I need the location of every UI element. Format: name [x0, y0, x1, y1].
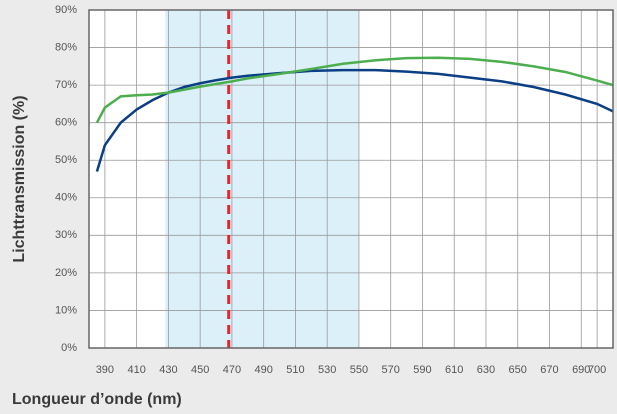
x-tick-label: 670: [540, 364, 558, 376]
y-tick-label: 90%: [55, 4, 77, 16]
x-tick-label: 610: [445, 364, 463, 376]
x-tick-label: 630: [477, 364, 495, 376]
x-tick-label: 530: [318, 364, 336, 376]
x-tick-label: 510: [286, 364, 304, 376]
x-tick-label: 490: [254, 364, 272, 376]
highlight-band: [165, 10, 359, 348]
x-tick-label: 690: [572, 364, 590, 376]
x-tick-label: 390: [96, 364, 114, 376]
x-tick-label: 410: [127, 364, 145, 376]
x-tick-label: 650: [509, 364, 527, 376]
x-tick-label: 570: [382, 364, 400, 376]
x-tick-label: 590: [413, 364, 431, 376]
y-tick-label: 70%: [55, 79, 77, 91]
y-tick-label: 30%: [55, 229, 77, 241]
x-tick-label: 550: [350, 364, 368, 376]
data-line: [95, 56, 614, 124]
y-tick-label: 80%: [55, 41, 77, 53]
x-tick-label: 450: [191, 364, 209, 376]
x-tick-label: 700: [588, 364, 606, 376]
plot-frame: [88, 9, 614, 349]
y-axis-title: Lichttransmission (%): [11, 95, 28, 262]
x-tick-label: 430: [159, 364, 177, 376]
y-tick-label: 0%: [61, 342, 77, 354]
y-tick-label: 50%: [55, 154, 77, 166]
y-tick-label: 20%: [55, 267, 77, 279]
x-axis-title: Longueur d’onde (nm): [12, 391, 182, 408]
plot-layer: [89, 9, 614, 349]
y-tick-label: 60%: [55, 117, 77, 129]
x-tick-label: 470: [223, 364, 241, 376]
y-tick-label: 10%: [55, 304, 77, 316]
y-tick-label: 40%: [55, 192, 77, 204]
